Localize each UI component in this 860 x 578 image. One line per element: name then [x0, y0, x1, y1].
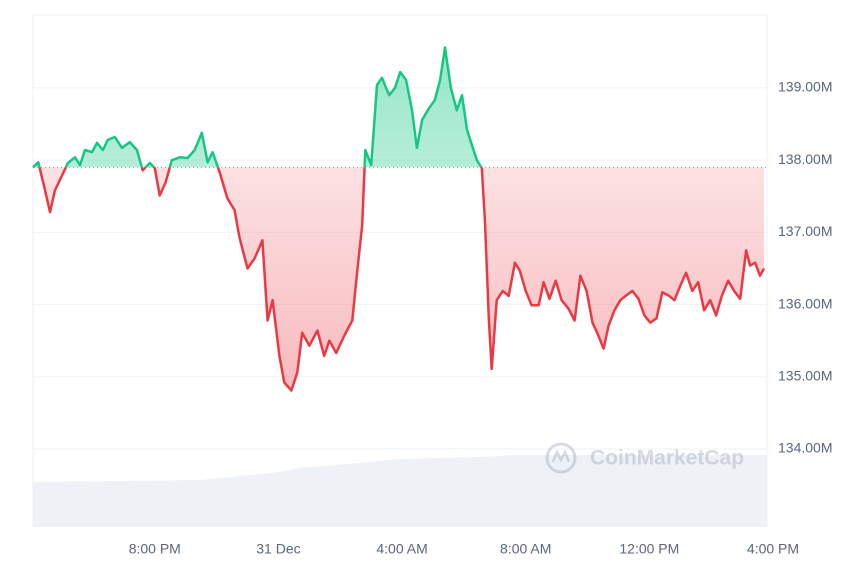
y-tick-label: 135.00M — [778, 367, 832, 383]
volume-area — [33, 455, 767, 527]
price-line-up — [32, 46, 483, 168]
x-tick-label: 8:00 AM — [500, 541, 551, 557]
y-tick-label: 136.00M — [778, 295, 832, 311]
y-tick-label: 137.00M — [778, 223, 832, 239]
x-tick-label: 4:00 PM — [747, 541, 799, 557]
area-up — [33, 47, 764, 168]
watermark-text: CoinMarketCap — [590, 447, 744, 470]
x-tick-label: 31 Dec — [256, 541, 300, 557]
y-tick-label: 138.00M — [778, 151, 832, 167]
price-line-down — [32, 167, 766, 392]
y-tick-label: 134.00M — [778, 440, 832, 456]
plot — [32, 46, 767, 392]
watermark: CoinMarketCap — [545, 442, 744, 474]
x-tick-label: 12:00 PM — [619, 541, 679, 557]
area-down — [33, 167, 764, 391]
y-tick-label: 139.00M — [778, 79, 832, 95]
x-tick-label: 8:00 PM — [129, 541, 181, 557]
x-tick-label: 4:00 AM — [376, 541, 427, 557]
